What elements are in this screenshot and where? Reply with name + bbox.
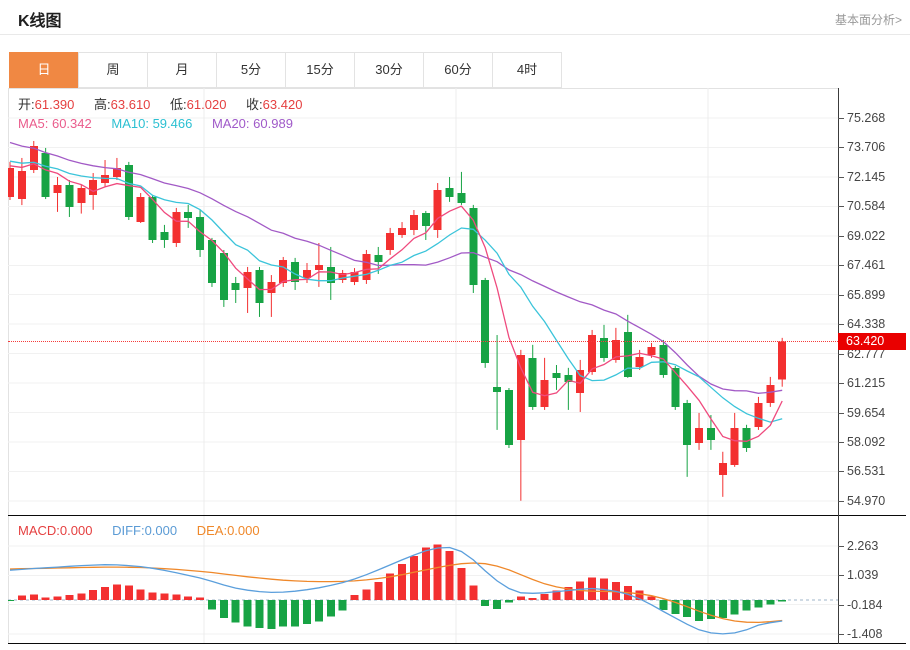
axis-tick [838,546,844,548]
axis-tick [838,294,844,296]
axis-tick [838,575,844,577]
axis-label: -0.184 [847,597,883,612]
axis-tick [838,604,844,606]
panel-separator [8,515,906,516]
axis-label: -1.408 [847,626,883,641]
axis-label: 64.338 [847,317,886,332]
axis-tick [838,383,844,385]
axis-label: 2.263 [847,539,879,554]
header-divider [0,34,910,35]
timeframe-tabs: 日周月 5分 15分 30分 60分 4时 [9,52,562,88]
axis-tick [838,118,844,119]
axis-label: 54.970 [847,493,886,508]
axis-label: 73.706 [847,140,886,155]
tab-30min[interactable]: 30分 [354,52,424,88]
axis-tick [838,206,844,208]
axis-tick [838,353,844,355]
last-price-line [8,341,838,342]
axis-label: 67.461 [847,258,886,273]
tab-4hour[interactable]: 4时 [492,52,562,88]
axis-tick [838,176,844,178]
axis-tick [838,633,844,635]
axis-tick [838,147,844,149]
axis-label: 70.584 [847,199,886,214]
axis-tick [838,441,844,443]
tab-month[interactable]: 月 [147,52,217,88]
tab-day[interactable]: 日 [9,52,79,88]
chart-bottom-border [8,643,906,644]
axis-label: 62.777 [847,346,886,361]
axis-tick [838,500,844,502]
main-candlestick-chart[interactable] [8,88,838,516]
axis-label: 61.215 [847,376,886,391]
axis-tick [838,265,844,267]
axis-label: 1.039 [847,568,879,583]
axis-tick [838,471,844,473]
plot-top-border [8,88,838,89]
axis-label: 56.531 [847,464,886,479]
tab-15min[interactable]: 15分 [285,52,355,88]
price-axis-line [838,88,839,644]
axis-label: 59.654 [847,405,886,420]
fundamental-analysis-link[interactable]: 基本面分析> [834,13,902,27]
axis-label: 65.899 [847,287,886,302]
axis-tick [838,235,844,237]
axis-tick [838,324,844,326]
axis-label: 75.268 [847,111,886,125]
page-title: K线图 [18,13,62,30]
tab-5min[interactable]: 5分 [216,52,286,88]
macd-chart[interactable] [8,516,838,644]
axis-label: 58.092 [847,434,886,449]
axis-tick [838,412,844,414]
last-price-tag: 63.420 [838,333,906,350]
axis-label: 72.145 [847,169,886,184]
plot-left-border [8,88,9,644]
axis-label: 69.022 [847,228,886,243]
tab-60min[interactable]: 60分 [423,52,493,88]
tab-week[interactable]: 周 [78,52,148,88]
